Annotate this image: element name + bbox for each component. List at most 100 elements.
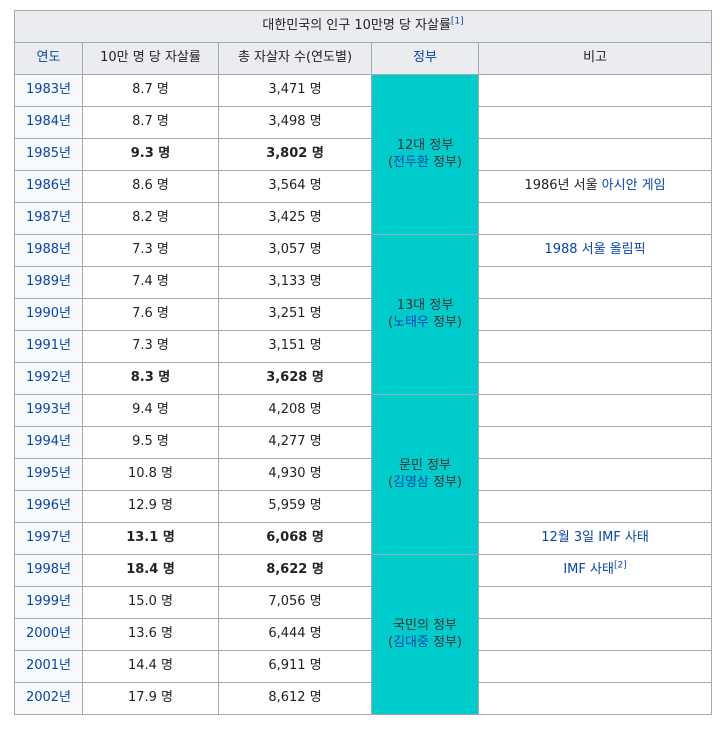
year-link[interactable]: 1999년 [14, 586, 83, 619]
note-cell [477, 266, 713, 299]
total-cell: 4,208 명 [218, 394, 372, 427]
rate-cell: 8.2 명 [82, 202, 219, 235]
header-total: 총 자살자 수(연도별) [218, 42, 372, 75]
total-cell: 3,151 명 [218, 330, 372, 363]
year-link[interactable]: 2000년 [14, 618, 83, 651]
rate-cell: 18.4 명 [82, 554, 219, 587]
year-link[interactable]: 1996년 [14, 490, 83, 523]
year-link[interactable]: 1989년 [14, 266, 83, 299]
year-link[interactable]: 1997년 [14, 522, 83, 555]
note-cell [477, 106, 713, 139]
president-link[interactable]: 전두환 [393, 154, 429, 170]
year-link[interactable]: 2001년 [14, 650, 83, 683]
note-cell [477, 138, 713, 171]
total-cell: 8,612 명 [218, 682, 372, 715]
note-reference-link[interactable]: [2] [613, 560, 627, 571]
table-caption: 대한민국의 인구 10만명 당 자살률[1] [13, 10, 713, 43]
president-link[interactable]: 김영삼 [393, 474, 429, 490]
total-cell: 3,802 명 [218, 138, 372, 171]
paren-close: ) [456, 154, 463, 170]
note-link[interactable]: 12월 3일 IMF 사태 [541, 530, 649, 546]
rate-cell: 8.3 명 [82, 362, 219, 395]
note-link[interactable]: IMF 사태 [563, 562, 614, 578]
total-cell: 3,628 명 [218, 362, 372, 395]
rate-cell: 13.1 명 [82, 522, 219, 555]
total-cell: 4,277 명 [218, 426, 372, 459]
year-link[interactable]: 1994년 [14, 426, 83, 459]
rate-cell: 7.3 명 [82, 234, 219, 267]
president-link[interactable]: 김대중 [393, 634, 429, 650]
header-year[interactable]: 연도 [14, 42, 83, 75]
note-cell [477, 426, 713, 459]
total-cell: 8,622 명 [218, 554, 372, 587]
rate-cell: 14.4 명 [82, 650, 219, 683]
year-link[interactable]: 1993년 [14, 394, 83, 427]
table-row: 2001년 14.4 명 6,911 명 [14, 650, 713, 683]
government-cell: 12대 정부 (전두환 정부) [371, 74, 479, 235]
year-link[interactable]: 1983년 [14, 74, 83, 107]
year-link[interactable]: 1991년 [14, 330, 83, 363]
paren-close: ) [456, 474, 463, 490]
caption-text: 대한민국의 인구 10만명 당 자살률 [262, 18, 451, 34]
rate-cell: 15.0 명 [82, 586, 219, 619]
year-link[interactable]: 1995년 [14, 458, 83, 491]
paren-open: ( [387, 634, 394, 650]
note-link[interactable]: 1988 서울 올림픽 [544, 242, 646, 258]
year-link[interactable]: 1992년 [14, 362, 83, 395]
rate-cell: 7.3 명 [82, 330, 219, 363]
paren-open: ( [387, 314, 394, 330]
note-cell [477, 490, 713, 523]
government-president-line: (노태우 정부) [372, 315, 478, 332]
government-suffix: 정부 [428, 314, 457, 330]
year-link[interactable]: 1985년 [14, 138, 83, 171]
total-cell: 3,425 명 [218, 202, 372, 235]
table-row: 1998년 18.4 명 8,622 명 국민의 정부 (김대중 정부) IMF 사태[2… [14, 554, 713, 715]
table-row: 1983년 8.7 명 3,471 명 12대 정부 (전두환 정부) [14, 74, 713, 235]
header-note: 비고 [477, 42, 713, 75]
year-link[interactable]: 1986년 [14, 170, 83, 203]
caption-reference-link[interactable]: [1] [450, 16, 464, 27]
table-row: 1985년 9.3 명 3,802 명 [14, 138, 713, 171]
government-name: 문민 정부 [399, 457, 451, 473]
year-link[interactable]: 1987년 [14, 202, 83, 235]
table-row: 1999년 15.0 명 7,056 명 [14, 586, 713, 619]
president-link[interactable]: 노태우 [393, 314, 429, 330]
government-suffix: 정부 [428, 154, 457, 170]
table-row: 1986년 8.6 명 3,564 명 1986년 서울 아시안 게임 [14, 170, 713, 203]
paren-close: ) [456, 634, 463, 650]
year-link[interactable]: 1990년 [14, 298, 83, 331]
table-row: 1994년 9.5 명 4,277 명 [14, 426, 713, 459]
header-government[interactable]: 정부 [371, 42, 479, 75]
government-cell: 문민 정부 (김영삼 정부) [371, 394, 479, 555]
year-link[interactable]: 1988년 [14, 234, 83, 267]
rate-cell: 8.7 명 [82, 106, 219, 139]
year-link[interactable]: 1984년 [14, 106, 83, 139]
government-president-line: (김대중 정부) [372, 635, 478, 652]
table-row: 1992년 8.3 명 3,628 명 [14, 362, 713, 395]
suicide-rate-table-container: 대한민국의 인구 10만명 당 자살률[1] 연도 10만 명 당 자살률 총 … [13, 10, 713, 715]
note-cell [477, 618, 713, 651]
paren-close: ) [456, 314, 463, 330]
note-cell [477, 458, 713, 491]
total-cell: 6,444 명 [218, 618, 372, 651]
rate-cell: 9.5 명 [82, 426, 219, 459]
note-cell [477, 298, 713, 331]
year-link[interactable]: 1998년 [14, 554, 83, 587]
rate-cell: 9.4 명 [82, 394, 219, 427]
government-suffix: 정부 [428, 474, 457, 490]
table-row: 1990년 7.6 명 3,251 명 [14, 298, 713, 331]
note-link[interactable]: 아시안 게임 [601, 178, 666, 194]
paren-open: ( [387, 474, 394, 490]
rate-cell: 7.4 명 [82, 266, 219, 299]
table-row: 2002년 17.9 명 8,612 명 [14, 682, 713, 715]
total-cell: 3,564 명 [218, 170, 372, 203]
note-cell [477, 394, 713, 427]
table-row: 1996년 12.9 명 5,959 명 [14, 490, 713, 523]
table-row: 1989년 7.4 명 3,133 명 [14, 266, 713, 299]
total-cell: 6,068 명 [218, 522, 372, 555]
year-link[interactable]: 2002년 [14, 682, 83, 715]
suicide-rate-table: 대한민국의 인구 10만명 당 자살률[1] 연도 10만 명 당 자살률 총 … [13, 10, 713, 715]
total-cell: 3,133 명 [218, 266, 372, 299]
rate-cell: 8.6 명 [82, 170, 219, 203]
